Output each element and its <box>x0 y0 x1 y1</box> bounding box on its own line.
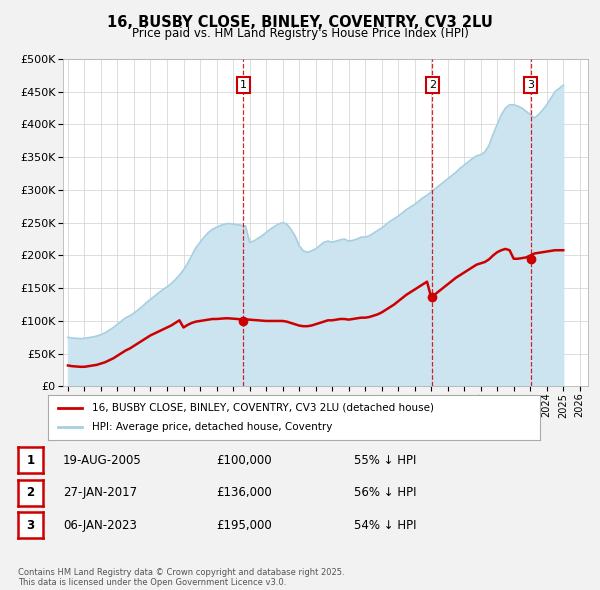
Text: 3: 3 <box>26 519 35 532</box>
Text: 3: 3 <box>527 80 534 90</box>
Text: 54% ↓ HPI: 54% ↓ HPI <box>354 519 416 532</box>
Text: £136,000: £136,000 <box>216 486 272 499</box>
Text: 1: 1 <box>240 80 247 90</box>
Text: 16, BUSBY CLOSE, BINLEY, COVENTRY, CV3 2LU: 16, BUSBY CLOSE, BINLEY, COVENTRY, CV3 2… <box>107 15 493 30</box>
Text: 19-AUG-2005: 19-AUG-2005 <box>63 454 142 467</box>
Text: 1: 1 <box>26 454 35 467</box>
Text: 06-JAN-2023: 06-JAN-2023 <box>63 519 137 532</box>
Text: HPI: Average price, detached house, Coventry: HPI: Average price, detached house, Cove… <box>92 422 332 432</box>
Text: £100,000: £100,000 <box>216 454 272 467</box>
Text: Price paid vs. HM Land Registry's House Price Index (HPI): Price paid vs. HM Land Registry's House … <box>131 27 469 40</box>
Text: £195,000: £195,000 <box>216 519 272 532</box>
Text: 27-JAN-2017: 27-JAN-2017 <box>63 486 137 499</box>
Text: Contains HM Land Registry data © Crown copyright and database right 2025.
This d: Contains HM Land Registry data © Crown c… <box>18 568 344 587</box>
Text: 2: 2 <box>429 80 436 90</box>
Text: 16, BUSBY CLOSE, BINLEY, COVENTRY, CV3 2LU (detached house): 16, BUSBY CLOSE, BINLEY, COVENTRY, CV3 2… <box>92 403 434 412</box>
Text: 56% ↓ HPI: 56% ↓ HPI <box>354 486 416 499</box>
Text: 2: 2 <box>26 486 35 499</box>
Text: 55% ↓ HPI: 55% ↓ HPI <box>354 454 416 467</box>
